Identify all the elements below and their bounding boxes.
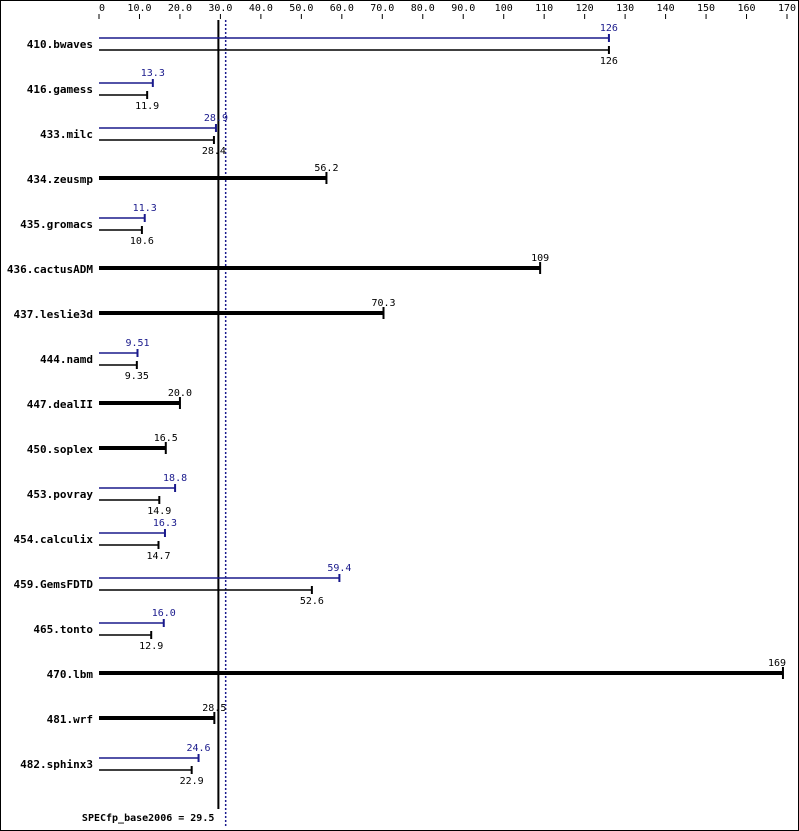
value-label: 109 [531,253,549,264]
x-tick-label: 150 [697,3,715,14]
value-label: 169 [768,658,786,669]
value-label: 28.9 [204,113,228,124]
x-tick-label: 110 [535,3,553,14]
value-label: 28.5 [202,703,226,714]
value-label: 18.8 [163,473,187,484]
value-label: 13.3 [141,68,165,79]
x-tick-label: 100 [495,3,513,14]
value-label: 11.3 [133,203,157,214]
category-label: 470.lbm [47,668,94,681]
value-label: 11.9 [135,101,159,112]
value-label: 14.7 [146,551,170,562]
category-label: 447.dealII [27,398,93,411]
x-tick-label: 160 [737,3,755,14]
x-tick-label: 80.0 [411,3,435,14]
reference-label: SPECfp_base2006 = 29.5 [82,813,214,824]
category-label: 450.soplex [27,443,94,456]
value-label: 56.2 [314,163,338,174]
category-label: 416.gamess [27,83,93,96]
x-tick-label: 50.0 [289,3,313,14]
value-label: 22.9 [180,776,204,787]
value-label: 24.6 [187,743,211,754]
category-label: 437.leslie3d [14,308,93,321]
category-label: 433.milc [40,128,93,141]
value-label: 14.9 [147,506,171,517]
category-label: 454.calculix [14,533,94,546]
value-label: 9.51 [125,338,149,349]
category-label: 481.wrf [47,713,93,726]
value-label: 126 [600,23,618,34]
value-label: 16.3 [153,518,177,529]
value-label: 16.5 [154,433,178,444]
category-label: 459.GemsFDTD [14,578,94,591]
category-label: 453.povray [27,488,94,501]
x-tick-label: 70.0 [370,3,394,14]
value-label: 10.6 [130,236,154,247]
x-tick-label: 10.0 [127,3,151,14]
x-tick-label: 140 [657,3,675,14]
x-tick-label: 170 [778,3,796,14]
category-label: 465.tonto [33,623,93,636]
x-tick-label: 0 [99,3,105,14]
category-label: 435.gromacs [20,218,93,231]
value-label: 59.4 [327,563,351,574]
value-label: 28.4 [202,146,226,157]
category-label: 410.bwaves [27,38,93,51]
value-label: 20.0 [168,388,192,399]
x-tick-label: 30.0 [208,3,232,14]
value-label: 52.6 [300,596,324,607]
value-label: 12.9 [139,641,163,652]
x-tick-label: 20.0 [168,3,192,14]
value-label: 126 [600,56,618,67]
x-tick-label: 60.0 [330,3,354,14]
x-tick-label: 90.0 [451,3,475,14]
x-tick-label: 120 [576,3,594,14]
value-label: 16.0 [152,608,176,619]
x-tick-label: 130 [616,3,634,14]
x-tick-label: 40.0 [249,3,273,14]
value-label: 9.35 [125,371,149,382]
category-label: 444.namd [40,353,93,366]
category-label: 482.sphinx3 [20,758,93,771]
value-label: 70.3 [371,298,395,309]
category-label: 436.cactusADM [7,263,93,276]
category-label: 434.zeusmp [27,173,94,186]
